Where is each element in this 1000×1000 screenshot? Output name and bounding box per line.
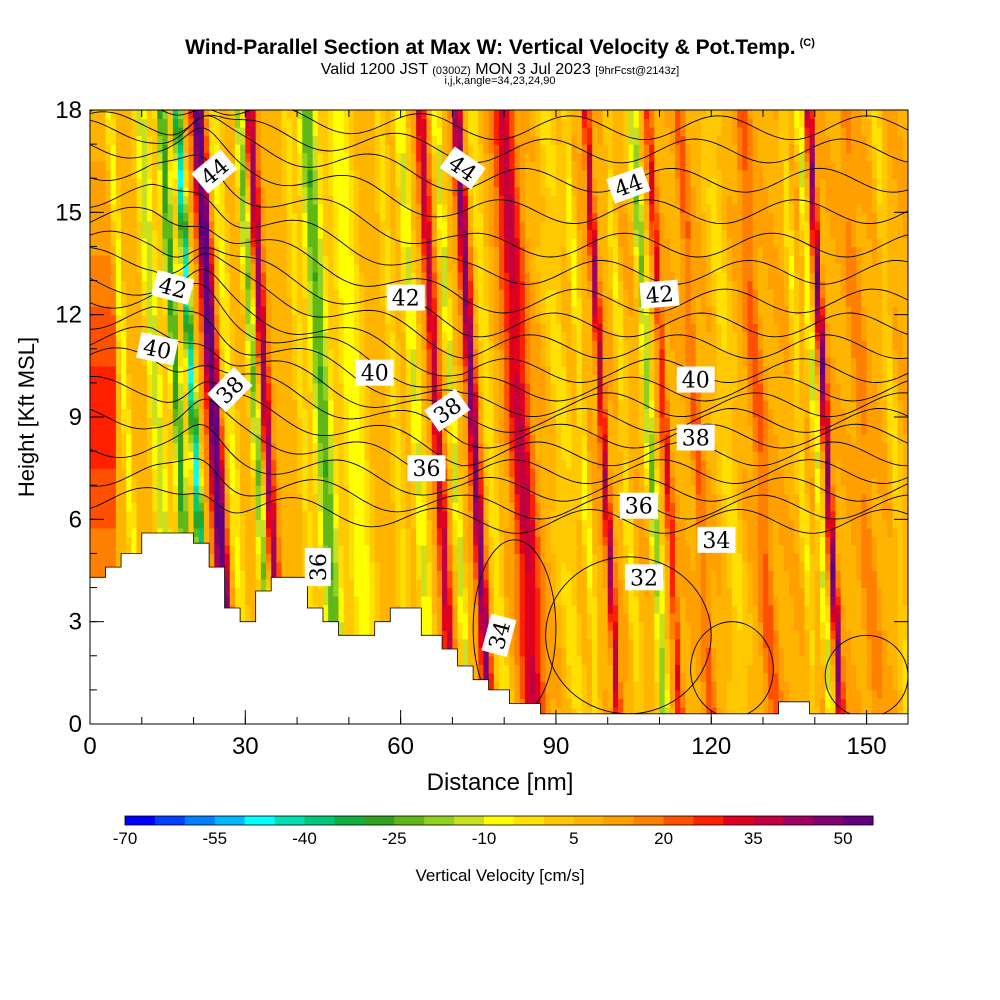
y-axis-label: Height [Kft MSL] [14,337,39,497]
colorbar-swatch [484,816,515,825]
theta-label-38: 38 [424,388,471,432]
colorbar-tick-label: 20 [654,829,673,848]
theta-label-36: 36 [304,548,332,587]
colorbar-swatch [513,816,545,825]
colorbar-tick-label: 35 [744,829,763,848]
colorbar-swatch [244,816,276,825]
x-tick-label: 0 [83,733,96,760]
colorbar-tick-label: -10 [472,829,497,848]
theta-label-text: 32 [630,566,658,591]
colorbar-swatch [364,816,395,825]
colorbar-tick-label: 50 [834,829,853,848]
colorbar-swatch [543,816,575,825]
x-tick-label: 90 [543,733,570,760]
x-axis-label: Distance [nm] [427,769,574,796]
copyright-mark: (C) [799,37,815,49]
colorbar-swatch [274,816,306,825]
colorbar-swatch [125,816,156,825]
x-tick-label: 60 [387,733,414,760]
valid-time: Valid 1200 JST [320,61,428,78]
colorbar-swatch [723,816,754,825]
theta-label-text: 36 [413,457,441,482]
chart-subtitle: Valid 1200 JST (0300Z) MON 3 Jul 2023 [9… [0,61,1000,79]
colorbar-tick-label: -40 [292,829,317,848]
colorbar-swatch [394,816,425,825]
colorbar-swatch [184,816,216,825]
colorbar-swatch [753,816,784,825]
y-tick-label: 9 [69,404,82,431]
colorbar-swatch [214,816,246,825]
theta-label-text: 42 [645,282,675,309]
forecast-info: [9hrFcst@2143z] [595,65,680,77]
valid-date: MON 3 Jul 2023 [475,61,591,78]
colorbar-label: Vertical Velocity [cm/s] [415,866,584,885]
colorbar-swatch [633,816,665,825]
theta-label-44: 44 [439,146,486,190]
y-tick-label: 0 [69,711,82,738]
colorbar-swatch [603,816,635,825]
theta-label-text: 38 [682,427,710,452]
theta-label-text: 34 [702,529,730,554]
x-tick-label: 120 [691,733,731,760]
section-params: i,j,k,angle=34,23,24,90 [444,75,556,87]
theta-label-42: 42 [386,284,425,312]
colorbar-swatch [304,816,335,825]
theta-label-text: 40 [141,335,174,365]
valid-utc: (0300Z) [432,65,471,77]
terrain-profile [90,532,908,724]
y-tick-label: 6 [69,506,82,533]
theta-label-text: 40 [682,369,710,394]
colorbar-swatch [424,816,455,825]
colorbar-swatch [693,816,724,825]
y-tick-label: 3 [69,609,82,636]
theta-label-40: 40 [676,366,715,394]
theta-label-36: 36 [619,492,658,520]
y-tick-label: 12 [55,302,82,329]
theta-label-text: 36 [307,553,332,581]
colorbar-swatch [154,816,186,825]
y-tick-label: 18 [55,97,82,124]
colorbar-swatch [843,816,874,825]
colorbar-tick-label: -70 [113,829,138,848]
chart-title: Wind-Parallel Section at Max W: Vertical… [0,36,1000,60]
colorbar: -70 -55 -40 -25 -10 5 20 35 50 [113,815,874,848]
colorbar-swatch [663,816,694,825]
x-tick-label: 150 [847,733,887,760]
y-tick-label: 15 [55,199,82,226]
theta-label-text: 36 [625,495,653,520]
theta-label-text: 42 [392,287,420,312]
colorbar-tick-label: 5 [569,829,578,848]
theta-label-34: 34 [697,526,736,554]
colorbar-frame [124,815,874,826]
colorbar-tick-label: -55 [203,829,228,848]
theta-label-38: 38 [676,424,715,452]
theta-label-text: 40 [361,362,389,387]
terrain [90,532,908,724]
colorbar-tick-label: -25 [382,829,407,848]
theta-contours [90,110,908,718]
theta-label-42: 42 [639,279,680,309]
x-tick-label: 30 [232,733,259,760]
colorbar-swatch [783,816,814,825]
chart-title-text: Wind-Parallel Section at Max W: Vertical… [185,36,796,59]
theta-label-36: 36 [407,455,446,482]
theta-label-40: 40 [136,332,179,366]
colorbar-swatch [454,816,485,825]
colorbar-swatch [573,816,605,825]
theta-label-40: 40 [355,359,394,387]
colorbar-swatch [334,816,365,825]
theta-label-32: 32 [625,564,663,591]
colorbar-swatch [813,816,844,825]
